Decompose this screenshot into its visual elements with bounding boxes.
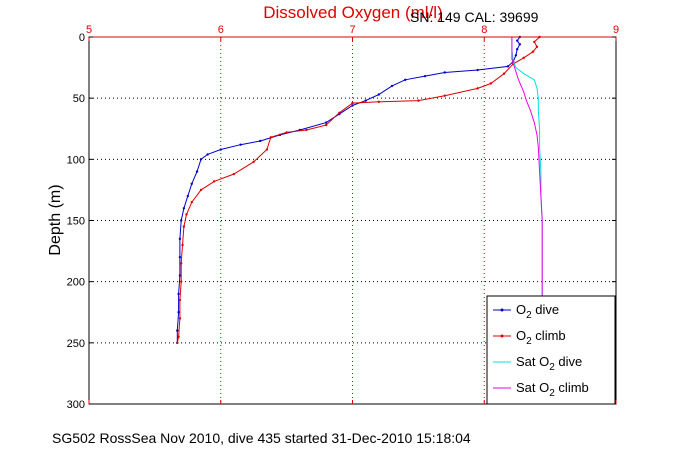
data-point: [324, 123, 328, 127]
y-tick-label: 150: [67, 216, 85, 228]
data-point: [190, 182, 193, 185]
data-point: [265, 148, 269, 151]
data-point: [351, 101, 354, 105]
data-point: [186, 194, 190, 198]
series-o2-dive: [176, 35, 522, 345]
series-line-sat-o2-climb: [511, 37, 543, 343]
chart-title: Dissolved Oxygen (ml/l): [263, 3, 443, 22]
data-point: [377, 93, 381, 96]
data-point: [232, 172, 236, 176]
data-point: [476, 68, 479, 72]
data-point: [515, 48, 519, 51]
data-point: [185, 213, 188, 216]
data-point: [199, 188, 203, 192]
data-point: [206, 153, 209, 156]
series-sat-o2-climb: [511, 37, 543, 343]
series-line-o2-dive: [176, 36, 521, 343]
data-point: [390, 84, 394, 88]
data-point: [338, 111, 341, 115]
data-point: [178, 274, 182, 277]
data-point: [404, 78, 407, 82]
data-point: [305, 128, 308, 132]
data-point: [502, 72, 506, 75]
data-point: [522, 56, 525, 59]
data-point: [219, 148, 222, 151]
data-point: [239, 143, 242, 146]
data-point: [181, 243, 184, 247]
y-axis-label: Depth (m): [47, 184, 64, 255]
data-point: [178, 298, 182, 302]
legend-entry: Sat O2 dive: [516, 354, 582, 373]
y-tick-label: 250: [67, 338, 85, 350]
data-point: [199, 158, 203, 161]
data-point: [269, 136, 273, 139]
data-point: [518, 43, 522, 46]
legend: O2 dive O2 climb Sat O2 dive Sat O2 climb: [486, 295, 616, 405]
data-point: [252, 160, 255, 163]
data-point: [195, 170, 199, 173]
data-point: [180, 219, 183, 222]
footer-caption: SG502 RossSea Nov 2010, dive 435 started…: [52, 430, 471, 446]
data-point: [531, 50, 535, 53]
x-tick-label: 7: [349, 24, 355, 36]
data-point: [182, 225, 186, 228]
data-point: [364, 99, 367, 102]
data-point: [176, 341, 179, 345]
data-point: [443, 94, 446, 97]
series-o2-climb: [176, 35, 541, 345]
legend-marker: [500, 334, 504, 338]
data-point: [180, 280, 183, 283]
data-point: [476, 87, 479, 90]
y-tick-label: 0: [79, 32, 85, 44]
data-point: [489, 82, 493, 85]
data-point: [514, 54, 518, 57]
data-point: [177, 292, 180, 296]
x-tick-label: 5: [86, 24, 92, 36]
data-point: [324, 121, 328, 124]
y-tick-label: 50: [73, 93, 85, 105]
data-point: [351, 104, 354, 107]
sn-cal-annotation: SN: 149 CAL: 39699: [410, 9, 539, 25]
y-tick-label: 200: [67, 277, 85, 289]
series-layer: [176, 35, 543, 345]
tick-layer: 5 6 7 8 9 0 50 100 150 200 250 300: [67, 24, 619, 411]
data-point: [423, 74, 427, 78]
data-point: [285, 131, 288, 134]
legend-marker: [500, 308, 504, 312]
data-point: [417, 99, 420, 102]
data-point: [176, 329, 179, 332]
data-point: [177, 311, 180, 314]
y-tick-label: 300: [67, 399, 85, 411]
data-point: [182, 207, 186, 210]
y-tick-label: 100: [67, 154, 85, 166]
x-tick-label: 6: [218, 24, 224, 36]
data-point: [377, 100, 381, 104]
data-point: [506, 65, 510, 68]
data-point: [178, 237, 182, 241]
data-point: [180, 262, 183, 265]
data-point: [177, 335, 180, 338]
data-point: [535, 45, 539, 48]
legend-entry: O2 dive: [516, 302, 559, 321]
data-point: [190, 200, 193, 204]
data-point: [212, 180, 216, 183]
legend-entry: O2 climb: [516, 328, 566, 347]
legend-entry: Sat O2 climb: [516, 380, 589, 399]
legend-box: [486, 295, 616, 405]
x-tick-label: 8: [481, 24, 487, 36]
data-point: [443, 71, 446, 74]
data-point: [515, 39, 519, 42]
series-line-o2-climb: [176, 36, 540, 343]
data-point: [178, 317, 182, 320]
data-point: [178, 256, 182, 259]
data-point: [259, 139, 262, 143]
x-tick-label: 9: [613, 24, 619, 36]
data-point: [533, 40, 536, 44]
